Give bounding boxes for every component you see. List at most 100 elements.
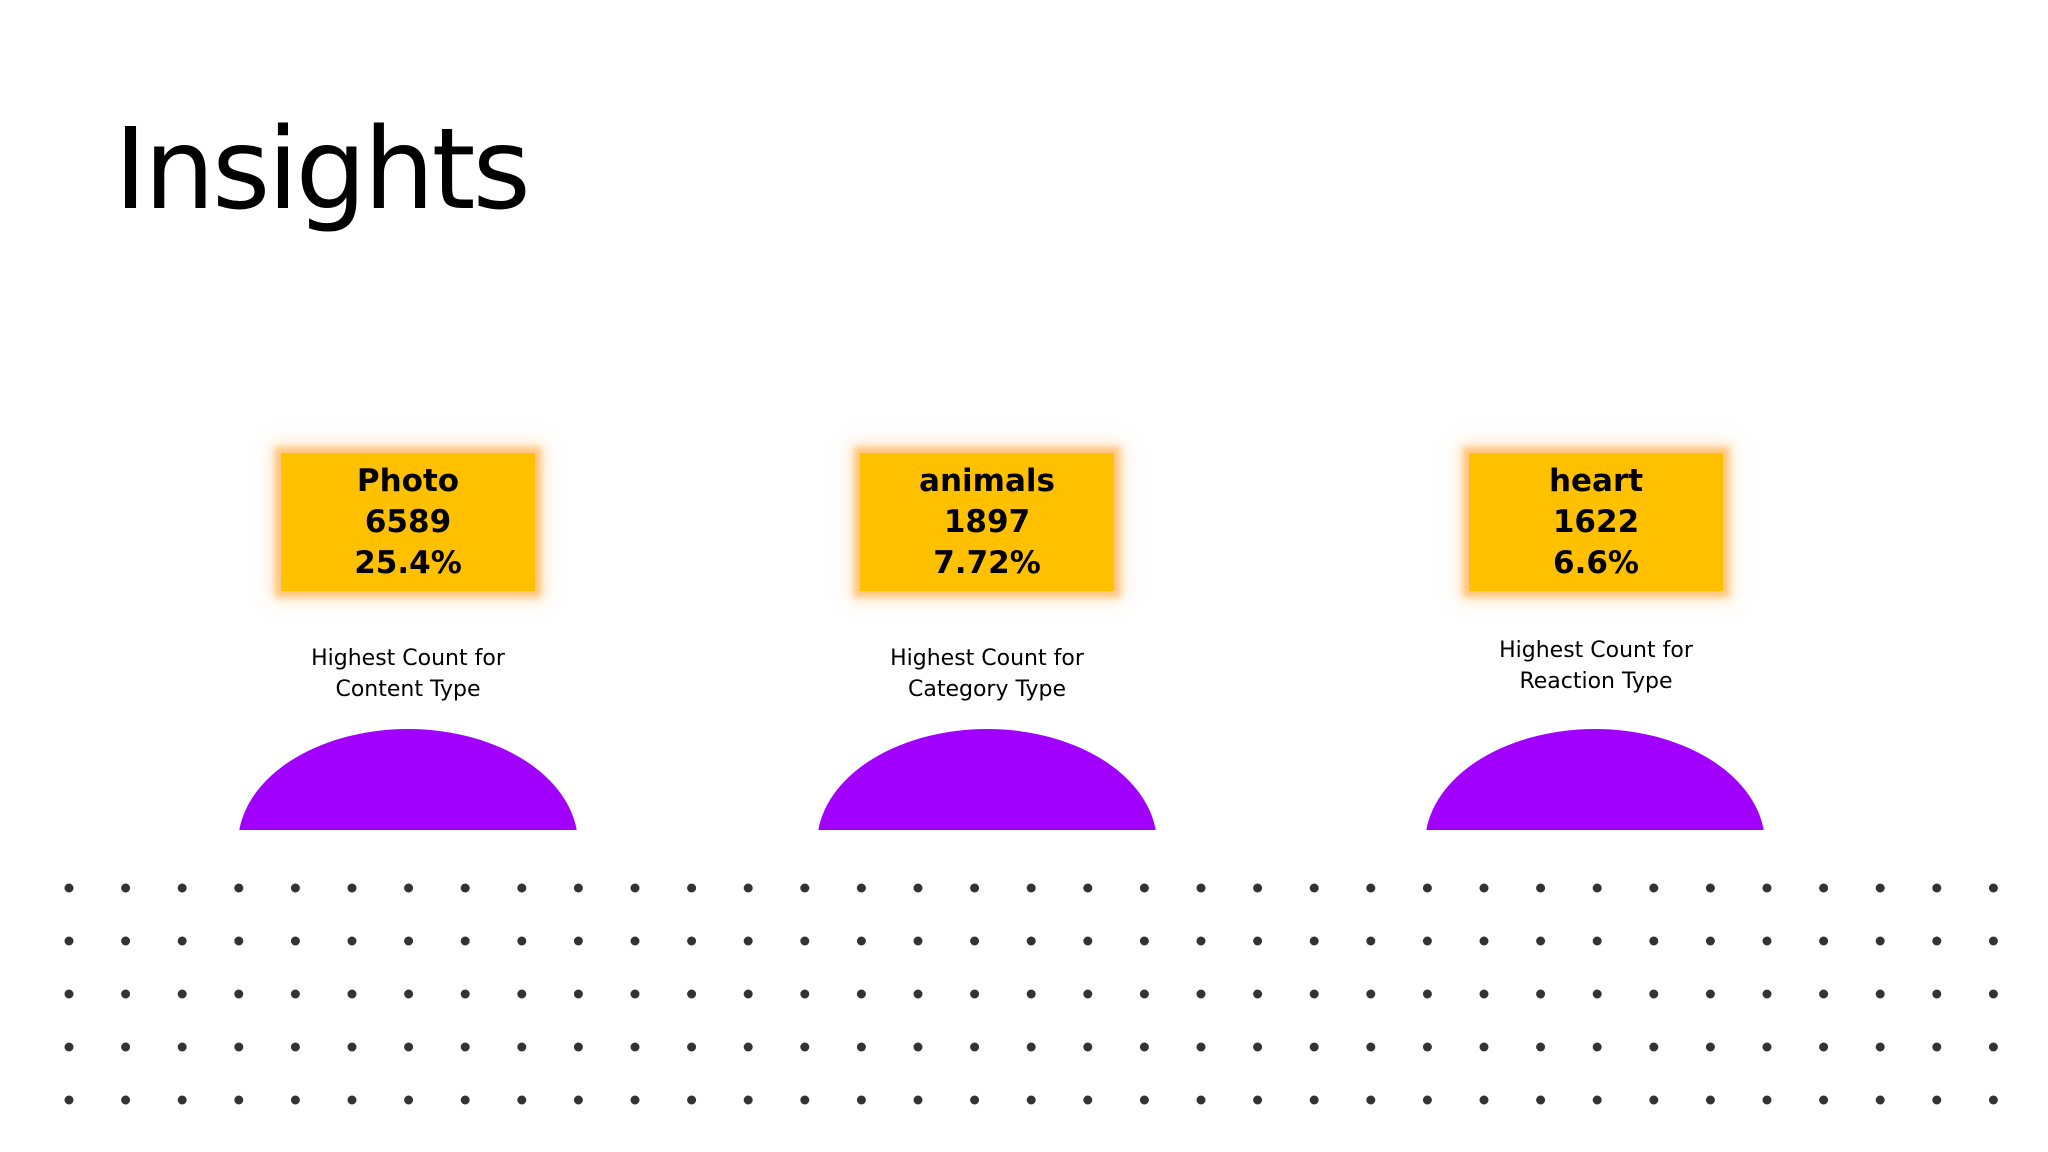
grid-dot xyxy=(1253,936,1263,946)
grid-dot xyxy=(573,1042,583,1052)
grid-dot xyxy=(1592,883,1602,893)
insight-name: Photo xyxy=(356,462,460,499)
grid-dot xyxy=(1422,936,1432,946)
grid-dot xyxy=(404,1095,414,1105)
grid-dot xyxy=(913,936,923,946)
grid-dot xyxy=(687,1042,697,1052)
grid-dot xyxy=(290,1042,300,1052)
caption-line: Highest Count for xyxy=(311,646,505,671)
caption-line: Category Type xyxy=(907,677,1067,702)
purple-dome-decoration xyxy=(238,729,578,830)
grid-dot xyxy=(517,1042,527,1052)
grid-dot xyxy=(517,883,527,893)
grid-dot xyxy=(1819,1042,1829,1052)
grid-dot xyxy=(1762,1095,1772,1105)
grid-dot xyxy=(64,936,74,946)
grid-dot xyxy=(630,936,640,946)
insight-name: heart xyxy=(1548,462,1644,499)
grid-dot xyxy=(856,1042,866,1052)
grid-dot xyxy=(1988,883,1998,893)
grid-dot xyxy=(1762,936,1772,946)
grid-dot xyxy=(1139,1042,1149,1052)
grid-dot xyxy=(121,989,131,999)
grid-dot xyxy=(404,1042,414,1052)
grid-dot xyxy=(1309,1042,1319,1052)
grid-dot xyxy=(64,1095,74,1105)
grid-dot xyxy=(177,1095,187,1105)
insight-count: 6589 xyxy=(364,503,452,540)
grid-dot xyxy=(1932,1042,1942,1052)
grid-dot xyxy=(1932,936,1942,946)
grid-dot xyxy=(1932,883,1942,893)
caption-line: Highest Count for xyxy=(890,646,1084,671)
grid-dot xyxy=(1139,989,1149,999)
grid-dot xyxy=(234,989,244,999)
grid-dot xyxy=(1083,883,1093,893)
grid-dot xyxy=(1366,883,1376,893)
grid-dot xyxy=(1592,989,1602,999)
grid-dot xyxy=(1026,1095,1036,1105)
grid-dot xyxy=(234,883,244,893)
grid-dot xyxy=(517,989,527,999)
insight-caption: Highest Count for Reaction Type xyxy=(1456,635,1736,697)
grid-dot xyxy=(687,1095,697,1105)
grid-dot xyxy=(1422,1095,1432,1105)
grid-dot xyxy=(234,1095,244,1105)
insight-percent: 6.6% xyxy=(1553,544,1639,581)
grid-dot xyxy=(177,989,187,999)
grid-dot xyxy=(913,883,923,893)
grid-dot xyxy=(404,989,414,999)
grid-dot xyxy=(573,883,583,893)
grid-dot xyxy=(1083,1095,1093,1105)
grid-dot xyxy=(687,883,697,893)
grid-dot xyxy=(1536,883,1546,893)
grid-dot xyxy=(177,936,187,946)
purple-dome-decoration xyxy=(1425,729,1765,830)
grid-dot xyxy=(1536,1095,1546,1105)
grid-dot xyxy=(1026,883,1036,893)
grid-dot xyxy=(177,1042,187,1052)
grid-dot xyxy=(1536,1042,1546,1052)
purple-dome-decoration xyxy=(817,729,1157,830)
grid-dot xyxy=(1196,989,1206,999)
grid-dot xyxy=(687,989,697,999)
grid-dot xyxy=(1479,936,1489,946)
grid-dot xyxy=(347,1042,357,1052)
grid-dot xyxy=(1366,1042,1376,1052)
grid-dot xyxy=(404,883,414,893)
grid-dot xyxy=(743,883,753,893)
caption-line: Content Type xyxy=(335,677,481,702)
grid-dot xyxy=(1139,1095,1149,1105)
grid-dot xyxy=(64,989,74,999)
slide-title: Insights xyxy=(114,105,531,235)
grid-dot xyxy=(121,883,131,893)
grid-dot xyxy=(743,989,753,999)
grid-dot xyxy=(630,989,640,999)
grid-dot xyxy=(573,1095,583,1105)
caption-line: Reaction Type xyxy=(1519,669,1673,694)
grid-dot xyxy=(121,1095,131,1105)
grid-dot xyxy=(1196,1042,1206,1052)
grid-dot xyxy=(1705,1095,1715,1105)
grid-dot xyxy=(290,883,300,893)
grid-dot xyxy=(1932,989,1942,999)
grid-dot xyxy=(1309,989,1319,999)
grid-dot xyxy=(460,1095,470,1105)
grid-dot xyxy=(1988,936,1998,946)
grid-dot xyxy=(1422,989,1432,999)
grid-dot xyxy=(234,1042,244,1052)
grid-dot xyxy=(573,989,583,999)
grid-dot xyxy=(1705,989,1715,999)
grid-dot xyxy=(517,936,527,946)
insight-name: animals xyxy=(919,462,1055,499)
grid-dot xyxy=(856,883,866,893)
grid-dot xyxy=(1705,936,1715,946)
grid-dot xyxy=(1253,1095,1263,1105)
grid-dot xyxy=(1988,1095,1998,1105)
grid-dot xyxy=(913,1095,923,1105)
grid-dot xyxy=(1705,1042,1715,1052)
grid-dot xyxy=(1026,936,1036,946)
grid-dot xyxy=(970,1095,980,1105)
grid-dot xyxy=(1083,989,1093,999)
grid-dot xyxy=(1536,936,1546,946)
